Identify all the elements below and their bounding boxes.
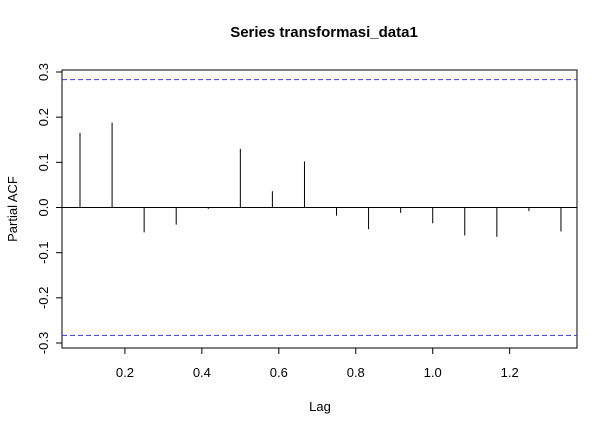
- x-tick-label: 1.0: [424, 365, 442, 380]
- y-tick-label: -0.1: [36, 241, 51, 263]
- y-tick-label: 0.0: [36, 198, 51, 216]
- plot-frame: [61, 69, 578, 349]
- x-tick-label: 0.6: [270, 365, 288, 380]
- y-tick-label: 0.2: [36, 108, 51, 126]
- x-axis-label: Lag: [309, 399, 331, 414]
- y-tick-label: -0.3: [36, 332, 51, 354]
- chart-title: Series transformasi_data1: [230, 24, 418, 41]
- y-tick-label: -0.2: [36, 287, 51, 309]
- pacf-bars: [62, 122, 577, 237]
- y-axis: -0.3 -0.2 -0.1 0.0 0.1 0.2 0.3: [36, 63, 63, 354]
- y-axis-label: Partial ACF: [5, 176, 20, 242]
- x-tick-label: 0.8: [347, 365, 365, 380]
- x-tick-label: 0.2: [116, 365, 134, 380]
- x-tick-label: 0.4: [193, 365, 211, 380]
- confidence-bounds: [62, 79, 577, 336]
- y-tick-label: 0.1: [36, 153, 51, 171]
- y-tick-label: 0.3: [36, 63, 51, 81]
- x-axis: 0.2 0.4 0.6 0.8 1.0 1.2: [116, 347, 519, 380]
- x-tick-label: 1.2: [501, 365, 519, 380]
